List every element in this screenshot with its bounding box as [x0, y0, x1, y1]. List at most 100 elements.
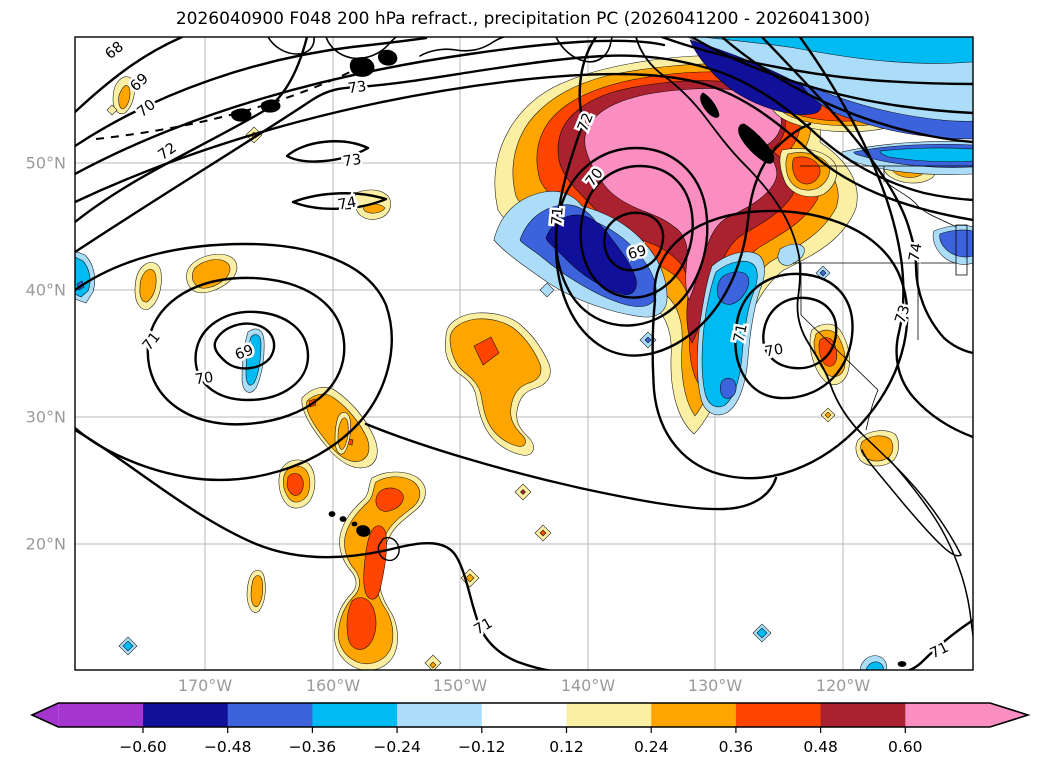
shaded-diamond-orangered [539, 529, 547, 537]
map-frame [74, 36, 974, 671]
shaded-diamond-darkred [520, 489, 526, 495]
shaded-region-royal [799, 81, 973, 140]
state-border [800, 263, 879, 391]
refractivity-contour [75, 37, 428, 148]
shaded-diamond-cyan [122, 640, 134, 652]
refractivity-contour [75, 54, 973, 254]
lat-tick-label: 30°N [26, 408, 66, 427]
refractivity-contour [146, 276, 346, 426]
refractivity-contour [75, 242, 393, 482]
colorbar-segment-royal [227, 703, 313, 727]
colorbar-tick-label: 0.60 [888, 738, 923, 756]
island [328, 511, 336, 517]
refractivity-contour [291, 192, 388, 210]
shaded-diamond-orange [429, 661, 437, 669]
refractivity-contour [651, 209, 909, 480]
shaded-region-royal [716, 271, 750, 305]
axis-labels: 50°N 40°N 30°N 20°N 170°W 160°W 150°W 140°W 130°… [26, 154, 871, 695]
contour-label: 71 [549, 206, 567, 226]
colorbar-tick-label: −0.24 [373, 738, 421, 756]
colorbar-segment-paleyellow [566, 703, 652, 727]
shaded-diamond-paleyellow [106, 104, 118, 116]
refractivity-contour [75, 37, 184, 114]
state-border [955, 224, 968, 276]
shaded-region-orange [337, 417, 349, 450]
coastline [267, 37, 315, 55]
lat-tick-label: 50°N [26, 154, 66, 173]
colorbar-outline [30, 702, 1031, 728]
colorbar-segment-navy [143, 703, 229, 727]
colorbar-tick-label: −0.36 [289, 738, 337, 756]
contour-label: 73 [347, 79, 368, 97]
contour-label: 73 [342, 152, 363, 170]
shaded-region-orange [250, 575, 264, 608]
colorbar-segment-lightblue [397, 703, 483, 727]
shaded-region-orange [139, 268, 157, 303]
contour-label: 70 [194, 370, 215, 388]
lon-tick-label: 170°W [178, 676, 233, 695]
lon-tick-label: 130°W [688, 676, 743, 695]
refractivity-contour [762, 296, 838, 370]
shaded-region-orange [363, 203, 386, 214]
refractivity-contour [720, 37, 973, 144]
refractivity-contour [603, 211, 665, 272]
shaded-region-orangered [286, 473, 304, 496]
island [351, 521, 358, 527]
lat-tick-label: 20°N [26, 535, 66, 554]
shaded-region-pink [584, 88, 782, 301]
refractivity-contour [75, 39, 666, 176]
refractivity-contour [554, 37, 812, 357]
refractivity-contour [660, 37, 973, 86]
shaded-region-cyan [245, 334, 262, 386]
shaded-region-orangered [375, 487, 404, 512]
lat-tick-label: 40°N [26, 281, 66, 300]
refractivity-contour [798, 37, 973, 439]
lon-tick-label: 140°W [561, 676, 616, 695]
lon-tick-label: 150°W [433, 676, 488, 695]
lon-tick-label: 160°W [306, 676, 361, 695]
shaded-region-navy [545, 214, 637, 295]
shaded-diamond-royal [644, 336, 652, 344]
lon-tick-label: 120°W [816, 676, 871, 695]
colorbar-right-arrow [990, 703, 1028, 727]
refractivity-contour [690, 37, 973, 115]
shaded-region-orangered [346, 597, 377, 650]
colorbar-tick-label: 0.24 [634, 738, 669, 756]
colorbar-segment-purple [58, 703, 144, 727]
shaded-diamond-cyan [756, 627, 768, 639]
colorbar-tick-label: −0.48 [204, 738, 252, 756]
shaded-diamond-orange [465, 573, 475, 583]
shaded-region-cyan [865, 661, 884, 670]
colorbar-segment-pink [905, 703, 991, 727]
refractivity-contour [213, 322, 276, 370]
shaded-region-orange [118, 85, 131, 110]
colorbar-segment-darkred [820, 703, 906, 727]
island [339, 516, 347, 522]
contour-label: 74 [907, 242, 926, 263]
refractivity-contour [579, 164, 694, 299]
shaded-diamond-orange [824, 411, 832, 419]
contour-label: 70 [764, 342, 785, 361]
island [700, 92, 720, 118]
colorbar-tick-label: −0.60 [119, 738, 167, 756]
shaded-region-orangered [792, 156, 821, 185]
colorbar: −0.60 −0.48 −0.36 −0.24 −0.12 0.12 0.24 0.36 0.4… [30, 702, 1031, 756]
refractivity-contour [285, 140, 370, 163]
aleutian-island-chain [95, 71, 351, 140]
island [897, 661, 907, 667]
colorbar-tick-label: 0.48 [803, 738, 838, 756]
coastline [887, 457, 973, 637]
colorbar-segment-white [481, 703, 567, 727]
shaded-region-orangered [363, 525, 387, 600]
island [377, 49, 398, 66]
refractivity-contour [760, 37, 973, 355]
shaded-diamond-royal [819, 269, 827, 277]
contour-label: 74 [337, 195, 358, 214]
coastline [635, 37, 862, 434]
refractivity-contour [75, 37, 309, 224]
shaded-region-cyan [879, 147, 973, 163]
